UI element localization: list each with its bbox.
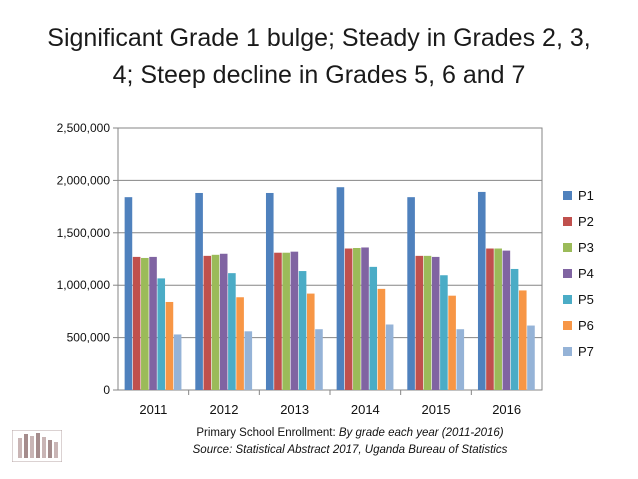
bar-p1-2015 xyxy=(407,197,415,390)
bar-p4-2013 xyxy=(290,251,299,390)
bar-p6-2012 xyxy=(236,297,244,390)
caption-italic: By grade each year (2011-2016) xyxy=(338,427,504,439)
bar-p3-2015 xyxy=(423,255,432,390)
bar-p3-2011 xyxy=(141,257,149,390)
y-tick-label: 1,000,000 xyxy=(57,278,111,292)
legend-swatch-p2 xyxy=(563,217,572,226)
caption-prefix: Primary School Enrollment: xyxy=(196,427,339,439)
y-tick-label: 2,000,000 xyxy=(57,173,111,187)
bar-p3-2016 xyxy=(494,248,502,390)
y-tick-label: 0 xyxy=(103,383,110,397)
bar-p2-2013 xyxy=(274,252,282,390)
bar-p2-2011 xyxy=(132,256,141,390)
bar-p7-2013 xyxy=(315,329,323,390)
y-tick-label: 2,500,000 xyxy=(57,121,111,135)
x-tick-label: 2013 xyxy=(280,402,309,417)
bar-p4-2012 xyxy=(219,253,228,390)
bar-p5-2014 xyxy=(369,266,378,390)
bar-p7-2011 xyxy=(173,334,182,390)
legend-label-p7: P7 xyxy=(578,344,594,359)
bar-p3-2014 xyxy=(353,247,361,390)
page-title: Significant Grade 1 bulge; Steady in Gra… xyxy=(20,20,618,94)
bar-p1-2014 xyxy=(336,187,345,390)
chart-caption: Primary School Enrollment: By grade each… xyxy=(150,425,550,459)
source-line: Source: Statistical Abstract 2017, Ugand… xyxy=(192,444,508,456)
bar-p6-2014 xyxy=(377,288,386,390)
legend-label-p5: P5 xyxy=(578,292,594,307)
legend-swatch-p6 xyxy=(563,321,572,330)
legend-label-p3: P3 xyxy=(578,240,594,255)
bar-p2-2014 xyxy=(344,248,353,390)
bar-p2-2012 xyxy=(203,255,212,390)
legend-swatch-p1 xyxy=(563,191,572,200)
bar-p7-2015 xyxy=(456,329,465,390)
legend-label-p1: P1 xyxy=(578,188,594,203)
legend-swatch-p4 xyxy=(563,269,572,278)
x-tick-label: 2011 xyxy=(139,402,167,417)
bar-p6-2016 xyxy=(518,290,527,390)
bar-p3-2013 xyxy=(282,252,290,390)
x-tick-label: 2016 xyxy=(492,402,521,417)
bar-p4-2011 xyxy=(149,256,157,390)
x-tick-label: 2015 xyxy=(422,402,451,417)
bar-p4-2016 xyxy=(502,250,511,390)
x-tick-label: 2012 xyxy=(210,402,239,417)
bar-p4-2015 xyxy=(431,256,440,390)
bar-p5-2011 xyxy=(157,278,166,390)
bar-p1-2012 xyxy=(195,192,203,390)
bar-p6-2013 xyxy=(306,293,315,390)
bar-p5-2013 xyxy=(298,271,307,390)
caption-line: Primary School Enrollment: By grade each… xyxy=(150,425,550,442)
bar-p5-2016 xyxy=(510,268,519,390)
bar-p4-2014 xyxy=(361,247,369,390)
bar-p7-2012 xyxy=(244,331,253,390)
y-tick-label: 500,000 xyxy=(67,331,111,345)
legend-swatch-p5 xyxy=(563,295,572,304)
bar-p5-2015 xyxy=(440,275,448,390)
legend-label-p6: P6 xyxy=(578,318,594,333)
x-tick-label: 2014 xyxy=(351,402,380,417)
legend-swatch-p3 xyxy=(563,243,572,252)
bar-p1-2016 xyxy=(477,191,486,390)
legend-label-p4: P4 xyxy=(578,266,594,281)
y-tick-label: 1,500,000 xyxy=(57,226,111,240)
bar-p6-2011 xyxy=(165,301,174,390)
bar-p2-2015 xyxy=(415,255,424,390)
bar-p6-2015 xyxy=(448,295,456,390)
legend-swatch-p7 xyxy=(563,347,572,356)
bar-p2-2016 xyxy=(486,248,494,390)
bar-p1-2011 xyxy=(124,197,133,390)
legend-label-p2: P2 xyxy=(578,214,594,229)
bar-p3-2012 xyxy=(211,254,220,390)
bureau-logo-icon xyxy=(12,430,62,462)
bar-p7-2014 xyxy=(385,324,394,390)
bar-p7-2016 xyxy=(527,325,535,390)
title-line-2: 4; Steep decline in Grades 5, 6 and 7 xyxy=(112,61,526,89)
bar-p1-2013 xyxy=(265,192,274,390)
title-line-1: Significant Grade 1 bulge; Steady in Gra… xyxy=(47,24,591,52)
bar-p5-2012 xyxy=(228,273,236,390)
